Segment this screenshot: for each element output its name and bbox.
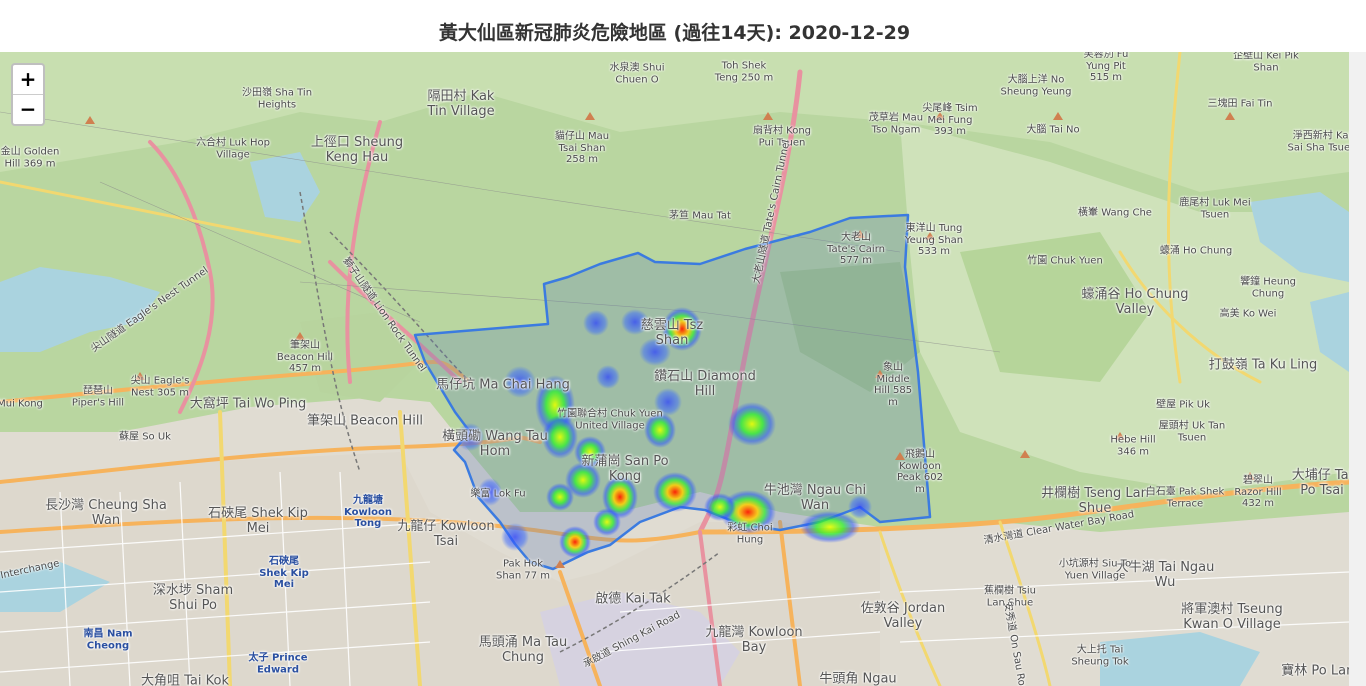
label-middle-hill: 象山 Middle Hill 585 m: [873, 362, 913, 408]
label-shek-kip-mei-station: 石硤尾 Shek Kip Mei: [259, 555, 309, 590]
label-nam-cheong: 南昌 Nam Cheong: [83, 628, 133, 652]
label-sha-tin-heights: 沙田嶺 Sha Tin Heights: [241, 87, 313, 111]
label-tai-sheung-tok: 大上托 Tai Sheung Tok: [1071, 644, 1129, 668]
label-toh-shek-teng: Toh Shek Teng 250 m: [714, 60, 774, 84]
label-ho-chung-valley: 蠔涌谷 Ho Chung Valley: [1081, 287, 1189, 317]
label-luk-hop: 六合村 Luk Hop Village: [196, 137, 270, 161]
label-lok-fu: 樂富 Lok Fu: [470, 488, 526, 500]
label-hebe-hill: Hebe Hill 346 m: [1110, 434, 1156, 458]
label-so-uk: 蘇屋 So Uk: [119, 431, 171, 443]
label-tai-po-tsai: 大埔仔 Tai Po Tsai: [1291, 468, 1349, 498]
label-sai-sha-tsuen: 淨西新村 Kai Sai Sha Tsuen: [1287, 130, 1349, 154]
label-mau-tso-ngam: 茂草岩 Mau Tso Ngam: [868, 112, 924, 136]
label-pik-uk: 壁屋 Pik Uk: [1156, 399, 1210, 411]
label-tseng-lan-shue: 井欄樹 Tseng Lan Shue: [1041, 486, 1149, 516]
label-ta-ku-ling: 打鼓嶺 Ta Ku Ling: [1208, 357, 1318, 373]
label-kowloon-bay: 九龍灣 Kowloon Bay: [705, 625, 803, 655]
label-no-sheung-yeung: 大腦上洋 No Sheung Yeung: [1000, 74, 1072, 98]
label-pak-hok-shan: Pak Hok Shan 77 m: [496, 558, 550, 582]
label-ngau-tau-kok: 牛頭角 Ngau: [819, 671, 897, 686]
map-view[interactable]: 慈雲山 Tsz Shan 鑽石山 Diamond Hill 馬仔坑 Ma Chai…: [0, 52, 1349, 686]
label-san-po-kong: 新蒲崗 San Po Kong: [581, 454, 669, 484]
label-sham-shui-po: 深水埗 Sham Shui Po: [152, 583, 234, 613]
zoom-control: + −: [11, 63, 45, 126]
label-choi-hung: 彩虹 Choi Hung: [727, 522, 773, 546]
label-ho-chung: 蠔涌 Ho Chung: [1159, 245, 1233, 257]
label-beacon-hill-peak: 筆架山 Beacon Hill 457 m: [276, 339, 334, 374]
label-beacon-hill: 筆架山 Beacon Hill: [306, 413, 424, 429]
label-kei-pik-shan: 企壁山 Kei Pik Shan: [1233, 52, 1299, 73]
label-heung-chung: 響鐘 Heung Chung: [1240, 276, 1296, 300]
label-diamond-hill: 鑽石山 Diamond Hill: [654, 369, 756, 399]
label-cheung-sha-wan: 長沙灣 Cheung Sha Wan: [45, 498, 167, 528]
label-chuk-yuen-sk: 竹園 Chuk Yuen: [1027, 255, 1103, 267]
label-pipers-hill: 琵琶山 Piper's Hill: [71, 385, 125, 409]
label-tsiu-lan-shue: 蕉欄樹 Tsiu Lan Shue: [984, 585, 1036, 609]
label-golden-hill: 金山 Golden Hill 369 m: [0, 146, 60, 170]
zoom-out-button[interactable]: −: [19, 97, 37, 121]
vertical-scrollbar[interactable]: [1349, 52, 1366, 686]
label-shek-kip-mei: 石硤尾 Shek Kip Mei: [208, 506, 308, 536]
label-shui-chuen-o: 水泉澳 Shui Chuen O: [609, 62, 665, 86]
label-ma-chai-hang: 馬仔坑 Ma Chai Hang: [436, 377, 570, 393]
label-ngau-chi-wan: 牛池灣 Ngau Chi Wan: [763, 483, 867, 513]
label-eagles-nest: 尖山 Eagle's Nest 305 m: [130, 375, 190, 399]
label-pak-shek-terrace: 白石臺 Pak Shek Terrace: [1145, 486, 1225, 510]
label-tai-kok-tsui: 大角咀 Tai Kok: [141, 673, 229, 686]
label-sheung-keng-hau: 上徑口 Sheung Keng Hau: [310, 135, 404, 165]
label-kak-tin-village: 隔田村 Kak Tin Village: [427, 89, 495, 119]
label-wang-che: 橫輋 Wang Che: [1078, 207, 1152, 219]
label-mui-kong: Mui Kong: [0, 398, 43, 410]
label-tai-no: 大腦 Tai No: [1026, 124, 1080, 136]
label-po-lam: 寶林 Po Lam: [1281, 663, 1349, 679]
label-chuk-yuen: 竹園聯合村 Chuk Yuen United Village: [557, 408, 663, 432]
label-uk-tan-tsuen: 屋頭村 Uk Tan Tsuen: [1158, 420, 1226, 444]
label-jordan-valley: 佐敦谷 Jordan Valley: [860, 601, 946, 631]
label-fai-tin: 三塊田 Fai Tin: [1207, 98, 1273, 110]
label-kowloon-tsai: 九龍仔 Kowloon Tsai: [397, 519, 495, 549]
label-mau-tat: 茅笪 Mau Tat: [669, 210, 731, 222]
label-fu-yung-pit: 芙蓉別 Fu Yung Pit 515 m: [1083, 52, 1129, 83]
label-tai-ngau-wu: 大牛湖 Tai Ngau Wu: [1115, 560, 1215, 590]
label-kong-pui-tsuen: 扇背村 Kong Pui Tsuen: [752, 125, 812, 149]
label-tai-wo-ping: 大窩坪 Tai Wo Ping: [189, 396, 307, 412]
label-tates-cairn: 大老山 Tate's Cairn 577 m: [827, 231, 885, 266]
label-kowloon-peak: 飛鵝山 Kowloon Peak 602 m: [896, 449, 943, 495]
label-tseung-kwan-o-village: 將軍澳村 Tseung Kwan O Village: [1181, 602, 1283, 632]
label-mau-tsai-shan: 貓仔山 Mau Tsai Shan 258 m: [554, 130, 610, 165]
title-bar: 黃大仙區新冠肺炎危險地區 (過往14天): 2020-12-29: [0, 0, 1366, 52]
label-tsz-wan-shan: 慈雲山 Tsz Shan: [640, 318, 704, 348]
label-ma-tau-chung: 馬頭涌 Ma Tau Chung: [478, 635, 568, 665]
label-kai-tak: 啟德 Kai Tak: [595, 591, 671, 607]
page-title: 黃大仙區新冠肺炎危險地區 (過往14天): 2020-12-29: [438, 22, 911, 44]
label-siu-to-yuen: 小坑源村 Siu To Yuen Village: [1058, 558, 1132, 582]
map-basemap: [0, 52, 1349, 686]
label-tsim-mei-fung: 尖尾峰 Tsim Mei Fung 393 m: [922, 102, 978, 137]
label-ko-mei: 高美 Ko Wei: [1219, 308, 1277, 320]
label-tung-yeung-shan: 東洋山 Tung Yeung Shan 533 m: [904, 222, 964, 257]
zoom-in-button[interactable]: +: [13, 65, 43, 95]
label-prince-edward: 太子 Prince Edward: [248, 652, 308, 676]
label-luk-mei-tsuen: 鹿尾村 Luk Mei Tsuen: [1179, 197, 1251, 221]
label-wang-tau-hom: 橫頭磡 Wang Tau Hom: [442, 429, 548, 459]
label-razor-hill: 碧翠山 Razor Hill 432 m: [1234, 474, 1282, 509]
label-kowloon-tong: 九龍塘 Kowloon Tong: [344, 494, 392, 529]
